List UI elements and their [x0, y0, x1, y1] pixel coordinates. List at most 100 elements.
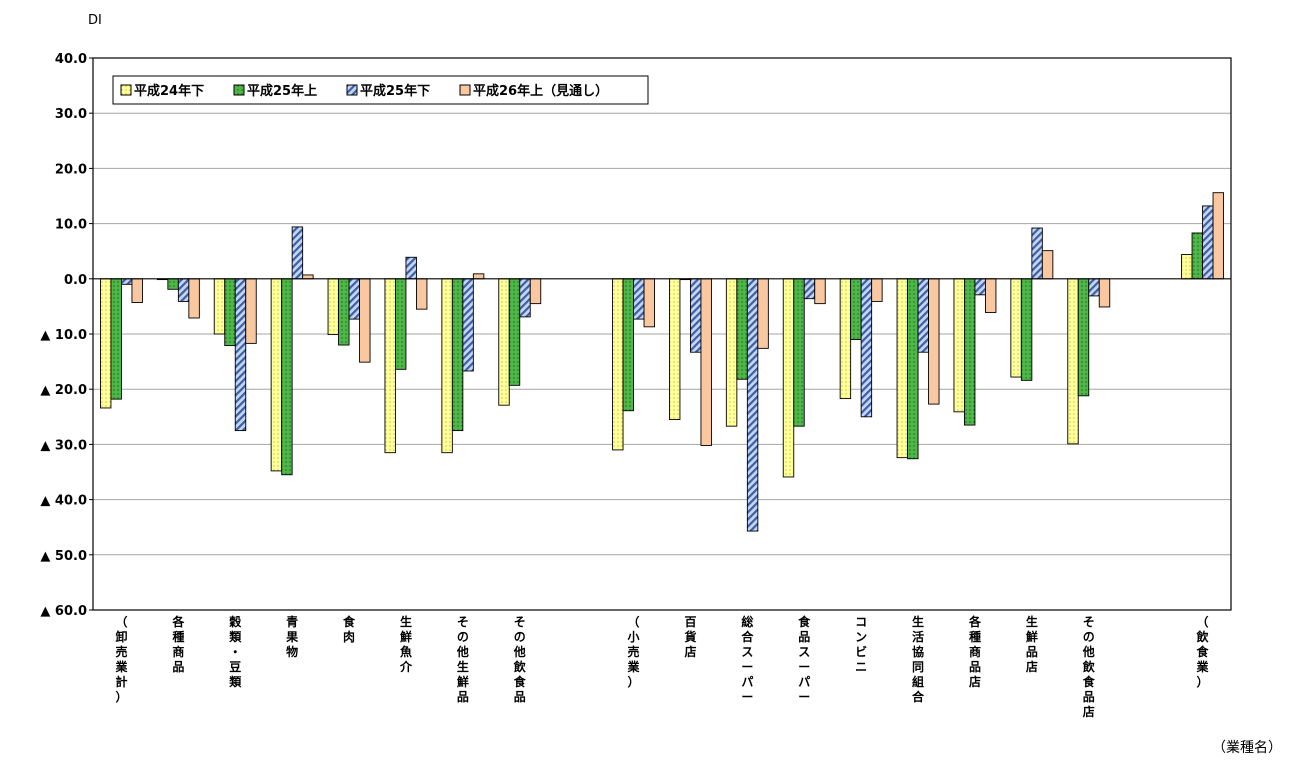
category-labels: （卸売業計） 各種商品 穀類・豆類 青果物 食肉 生鮮魚介 その他生鮮品 その他飲食品 （小売業… — [114, 614, 1209, 719]
bar — [928, 278, 940, 405]
bar — [782, 278, 795, 478]
category-label: 総合スーパー — [741, 614, 754, 704]
bar — [234, 278, 247, 432]
category-label: （小売業） — [627, 614, 641, 689]
bar — [1010, 278, 1022, 378]
bar — [213, 278, 226, 335]
bar — [643, 278, 655, 328]
bar — [462, 278, 474, 372]
bar — [746, 278, 759, 532]
bar — [964, 278, 976, 426]
bar — [338, 278, 350, 346]
bar — [1212, 192, 1225, 280]
bar — [612, 278, 624, 451]
category-label: その他飲食品店 — [1082, 615, 1096, 719]
category-label: 生活協同組合 — [912, 614, 925, 704]
bar — [99, 278, 112, 409]
bar — [224, 278, 236, 347]
bar — [472, 273, 485, 280]
bar — [1202, 205, 1214, 280]
bar — [281, 278, 293, 476]
category-label: 各種商品店 — [968, 614, 982, 689]
bar — [359, 278, 371, 363]
bar — [327, 278, 339, 336]
bar — [669, 278, 681, 421]
y-tick-label: ▲ 30.0 — [40, 438, 87, 453]
bar — [270, 278, 283, 472]
legend-label: 平成25年上 — [247, 83, 317, 99]
bar — [1181, 254, 1193, 280]
legend-label: 平成24年下 — [134, 83, 204, 99]
y-tick-label: ▲ 60.0 — [40, 604, 87, 619]
bar — [416, 278, 428, 310]
bar — [348, 278, 360, 320]
y-tick-label: 40.0 — [55, 52, 87, 67]
bar — [1077, 278, 1090, 397]
y-tick-label: 30.0 — [55, 107, 87, 122]
bar — [519, 278, 531, 318]
legend-label: 平成26年上（見通し） — [473, 83, 608, 99]
bar — [451, 278, 464, 432]
bar — [736, 278, 748, 380]
bar — [622, 278, 634, 412]
bar — [953, 278, 965, 413]
plot-border — [92, 57, 1232, 611]
bar — [814, 278, 826, 305]
category-label: 生鮮魚介 — [399, 614, 413, 674]
bar — [633, 278, 645, 320]
bar — [725, 278, 738, 427]
bar — [974, 278, 986, 296]
bar — [395, 278, 407, 370]
bar — [839, 278, 852, 400]
category-label: 百貨店 — [684, 615, 696, 659]
category-label: 生鮮品店 — [1026, 614, 1038, 674]
bar — [985, 278, 997, 313]
category-label: その他生鮮品 — [456, 615, 469, 704]
bar — [1088, 278, 1100, 297]
bar — [757, 278, 769, 349]
bar — [177, 278, 190, 302]
bar — [871, 278, 883, 302]
category-label: 食品スーパー — [797, 614, 811, 704]
bar — [1020, 278, 1033, 381]
bar — [131, 278, 143, 303]
y-tick-labels: 40.0 30.0 20.0 10.0 0.0 ▲ 10.0 ▲ 20.0 ▲ 30.0 ▲ 4… — [40, 52, 87, 619]
category-label: 食肉 — [342, 614, 356, 644]
legend-swatch — [346, 84, 358, 96]
legend-label: 平成25年下 — [360, 83, 430, 99]
bar — [120, 278, 133, 285]
legend-swatch — [459, 84, 471, 96]
bar — [1041, 250, 1054, 280]
bar — [1067, 278, 1079, 445]
y-tick-label: 0.0 — [64, 273, 87, 288]
legend-box — [112, 75, 649, 105]
legend: 平成24年下 平成25年上 平成25年下 平成26年上（見通し） — [112, 75, 649, 105]
bar — [110, 278, 122, 400]
bar — [167, 278, 179, 290]
bar — [917, 278, 929, 353]
bar — [690, 278, 702, 353]
bar — [793, 278, 805, 427]
y-tick-label: ▲ 50.0 — [40, 549, 87, 564]
bar — [1098, 278, 1111, 308]
category-label: その他飲食品 — [513, 615, 527, 704]
bar — [245, 278, 257, 344]
bar — [529, 278, 542, 305]
bar — [384, 278, 396, 454]
category-label: 各種商品 — [171, 614, 185, 674]
bar — [700, 278, 712, 446]
bar — [907, 278, 919, 460]
bar — [1191, 232, 1204, 280]
bar — [803, 278, 816, 300]
y-tick-label: 10.0 — [55, 218, 87, 233]
category-label: （卸売業計） — [114, 614, 128, 704]
bar — [498, 278, 510, 406]
bar — [508, 278, 521, 386]
y-tick-label: 20.0 — [55, 162, 87, 177]
bar — [405, 256, 417, 280]
x-axis-label: （業種名） — [1212, 740, 1282, 756]
bar — [850, 278, 862, 340]
bar — [291, 226, 304, 280]
category-label: 穀類・豆類 — [228, 614, 242, 689]
